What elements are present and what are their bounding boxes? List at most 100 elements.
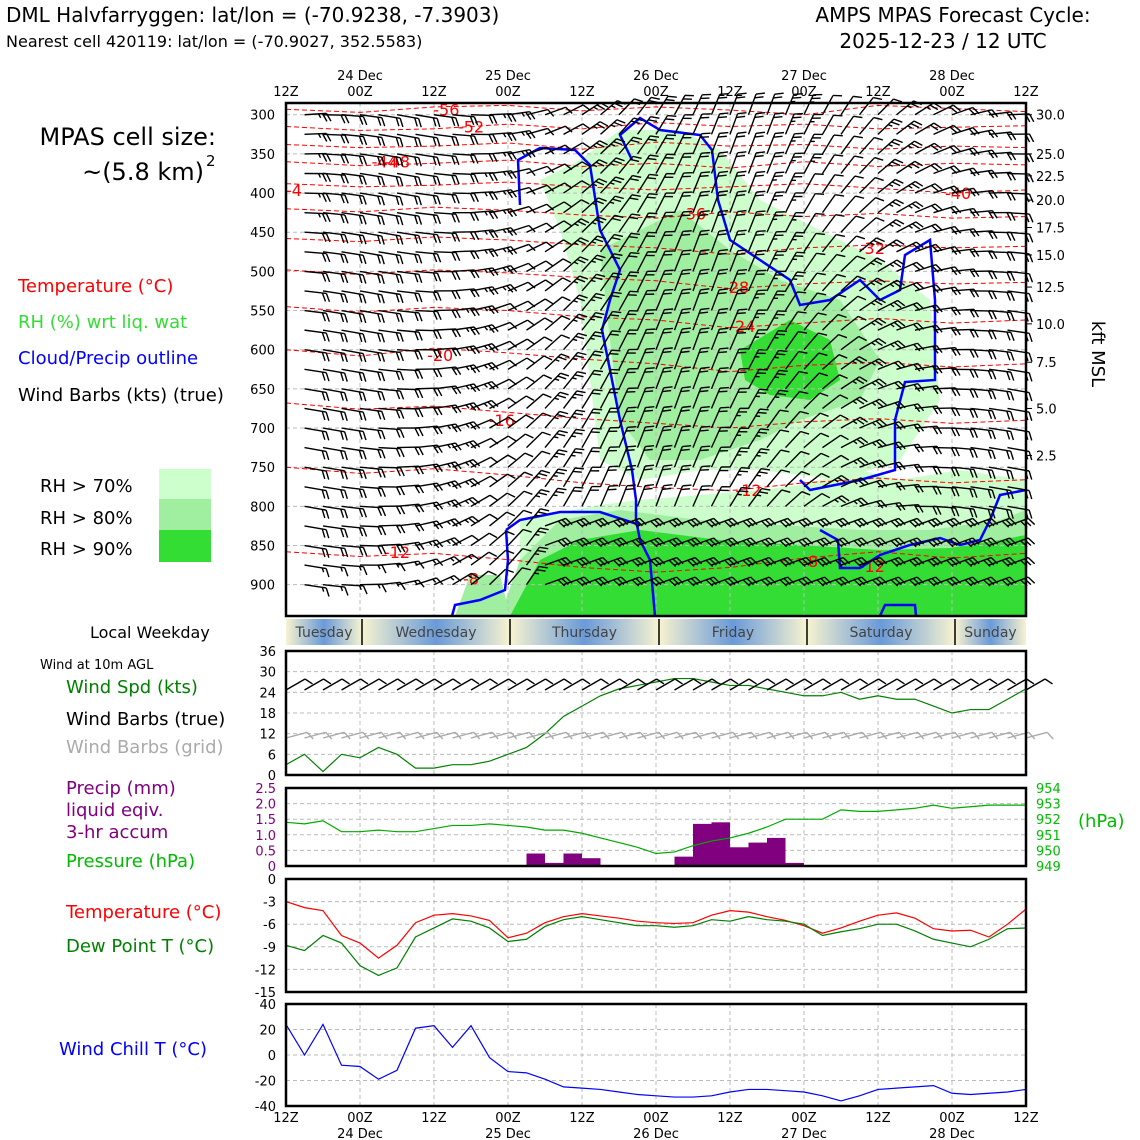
wind-barb: [877, 340, 906, 351]
barb-feather: [756, 230, 766, 233]
barb-feather: [759, 388, 769, 391]
barb-feather: [488, 134, 494, 143]
wind-barb-grid: [840, 731, 869, 740]
barb-feather: [668, 520, 677, 528]
barb-shaft: [507, 490, 525, 507]
barb-half-feather: [790, 100, 796, 103]
barb-feather: [321, 292, 327, 302]
barb-shaft: [507, 167, 530, 175]
barb-half-feather: [790, 120, 796, 123]
barb-feather: [321, 213, 327, 222]
barb-feather: [932, 506, 938, 515]
panel-tick-label: 0.5: [255, 844, 276, 859]
barb-shaft: [674, 731, 696, 739]
barb-shaft: [489, 359, 510, 370]
barb-feather: [1006, 410, 1011, 420]
barb-feather: [759, 491, 769, 495]
barb-shaft: [341, 678, 361, 691]
hour-label: 12Z: [273, 1111, 299, 1126]
wind-barb: [452, 383, 481, 393]
barb-shaft: [526, 355, 545, 370]
barb-feather: [381, 372, 386, 382]
barb-feather: [841, 678, 850, 685]
wind-barb: [988, 231, 1016, 241]
barb-shaft: [507, 471, 525, 488]
panel-tick-label: 1.5: [255, 813, 276, 828]
wind-barb: [359, 251, 385, 265]
barb-feather: [558, 449, 568, 453]
barb-half-feather: [535, 514, 540, 517]
barb-shaft: [489, 549, 507, 566]
wind-barb: [544, 353, 570, 370]
barb-feather: [321, 548, 326, 558]
wind-barb: [859, 277, 886, 292]
barb-feather: [853, 135, 863, 139]
barb-feather: [506, 492, 516, 498]
wind-barb: [822, 495, 850, 507]
hour-label: 00Z: [791, 1111, 817, 1126]
barb-shaft: [526, 393, 544, 409]
barb-shaft: [822, 394, 841, 410]
barb-feather: [702, 93, 712, 96]
wind-barb: [840, 115, 863, 135]
barb-feather: [344, 372, 348, 382]
barb-feather: [719, 170, 729, 174]
wind-barb-grid: [877, 731, 906, 740]
wind-barb: [433, 133, 460, 146]
barb-feather: [836, 273, 846, 278]
temp-contour-label: -12: [384, 543, 410, 562]
barb-feather: [1044, 678, 1053, 685]
barb-feather: [436, 330, 442, 340]
barb-feather: [913, 120, 923, 126]
barb-feather: [824, 731, 832, 740]
barb-feather: [757, 289, 767, 292]
wind-barb: [766, 270, 786, 292]
barb-feather: [417, 731, 425, 740]
barb-shaft: [858, 117, 875, 135]
barb-feather: [576, 520, 584, 528]
barb-feather: [492, 153, 498, 162]
wind-barb: [896, 261, 924, 273]
barb-feather: [344, 313, 349, 323]
barb-feather: [344, 333, 349, 343]
wind-barb-grid: [766, 731, 795, 740]
barb-feather: [626, 390, 636, 393]
barb-feather: [700, 210, 710, 213]
barb-shaft: [711, 731, 733, 739]
barb-feather: [528, 243, 536, 252]
barb-shaft: [784, 371, 800, 390]
barb-feather: [377, 410, 382, 420]
wind-barb: [673, 268, 692, 292]
height-tick-label: 10.0: [1036, 318, 1065, 333]
barb-feather: [576, 579, 584, 587]
barb-feather: [362, 314, 367, 324]
wind-barb: [655, 250, 674, 272]
barb-feather: [432, 311, 438, 320]
barb-feather: [632, 155, 642, 159]
barb-feather: [488, 153, 494, 163]
barb-feather: [471, 678, 480, 685]
barb-feather: [892, 221, 901, 227]
barb-shaft: [840, 295, 859, 312]
barb-feather: [537, 511, 547, 515]
barb-shaft: [803, 493, 823, 507]
barb-feather: [683, 171, 693, 174]
wind-barb: [766, 429, 790, 449]
height-tick-label: 30.0: [1036, 109, 1065, 124]
wind-barb: [341, 486, 367, 499]
barb-feather: [987, 410, 993, 420]
barb-feather: [875, 217, 885, 222]
barb-feather: [1010, 272, 1016, 282]
wind-barb: [378, 251, 404, 265]
barb-feather: [469, 212, 476, 222]
barb-feather: [665, 230, 675, 233]
wind-barb: [581, 389, 603, 409]
barb-feather: [916, 302, 925, 310]
barb-feather: [593, 408, 603, 411]
barb-half-feather: [571, 454, 576, 457]
barb-feather: [760, 468, 771, 471]
barb-feather: [414, 273, 419, 283]
barb-feather: [432, 117, 437, 127]
wind-barb: [415, 539, 444, 549]
